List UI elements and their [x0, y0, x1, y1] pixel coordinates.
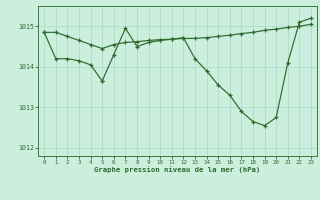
X-axis label: Graphe pression niveau de la mer (hPa): Graphe pression niveau de la mer (hPa) [94, 167, 261, 173]
